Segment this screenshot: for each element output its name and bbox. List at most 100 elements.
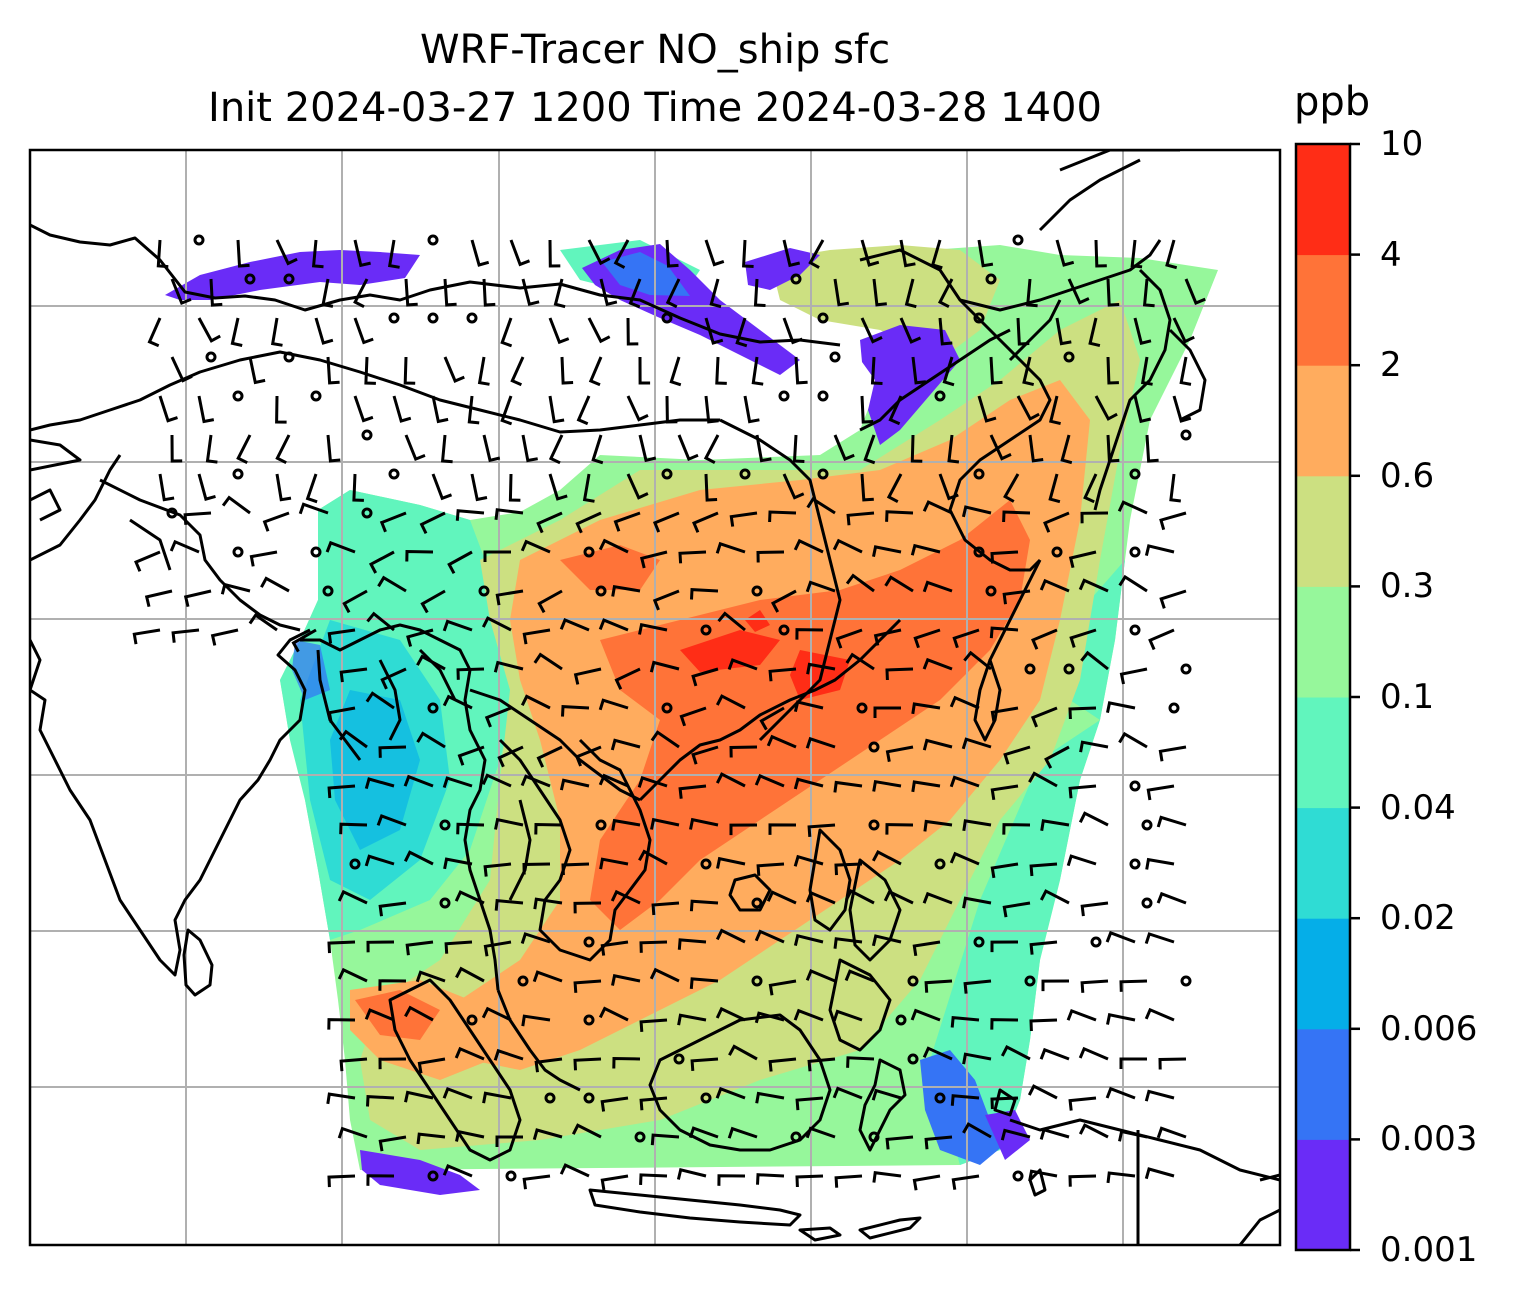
wind-barb xyxy=(1146,784,1175,801)
wind-barb xyxy=(183,589,212,608)
wind-barb xyxy=(729,511,758,527)
wind-barb xyxy=(1106,1013,1136,1025)
wind-barb xyxy=(651,901,680,916)
calm-wind-marker xyxy=(466,312,478,324)
wind-barb xyxy=(573,979,602,993)
wind-barb xyxy=(805,736,836,749)
wind-barb xyxy=(327,1018,356,1030)
wind-barb xyxy=(910,434,923,463)
wind-barb xyxy=(1156,1126,1187,1139)
wind-barb xyxy=(1156,815,1187,828)
calm-wind-marker xyxy=(907,1053,919,1065)
wind-barb xyxy=(404,278,418,307)
wind-barb xyxy=(704,239,725,267)
wind-barb xyxy=(665,278,681,309)
wind-barb xyxy=(339,822,368,835)
calm-wind-marker xyxy=(1024,663,1036,675)
wind-barb xyxy=(209,278,223,307)
wind-barb xyxy=(754,929,785,944)
calm-wind-marker xyxy=(1129,468,1141,480)
calm-wind-marker xyxy=(310,546,322,558)
calm-wind-marker xyxy=(166,507,178,519)
wind-barb xyxy=(510,356,525,387)
wind-barb xyxy=(366,611,395,632)
calm-wind-marker xyxy=(790,1131,802,1143)
wind-barb xyxy=(990,784,1019,801)
wind-barb xyxy=(405,549,434,562)
wind-barb xyxy=(793,854,824,867)
wind-barb xyxy=(220,582,251,595)
wind-barb xyxy=(613,239,630,269)
wind-barb xyxy=(884,575,914,593)
wind-barb xyxy=(338,729,368,749)
wind-barb xyxy=(353,239,371,268)
wind-barb xyxy=(1028,1169,1058,1182)
wind-barb xyxy=(1144,932,1175,945)
wind-barb xyxy=(454,890,485,905)
wind-barb xyxy=(443,278,457,307)
wind-barb xyxy=(766,890,797,905)
wind-barb xyxy=(431,473,453,501)
wind-barb xyxy=(989,434,1012,461)
wind-barb xyxy=(689,817,719,830)
calm-wind-marker xyxy=(244,273,256,285)
wind-barb xyxy=(899,239,916,268)
wind-barb xyxy=(442,619,473,632)
calm-wind-marker xyxy=(478,585,490,597)
calm-wind-marker xyxy=(934,858,946,870)
wind-barb xyxy=(416,731,446,749)
wind-barb xyxy=(844,969,875,983)
wind-barb xyxy=(795,1174,824,1188)
wind-barb xyxy=(1030,706,1058,728)
wind-barb xyxy=(626,317,639,346)
wind-barb xyxy=(1027,1084,1058,1100)
wind-barb xyxy=(366,1174,395,1186)
wind-barb xyxy=(275,434,291,465)
wind-barb xyxy=(904,278,917,309)
wind-barb xyxy=(1119,1057,1147,1069)
wind-barb xyxy=(833,278,850,307)
wind-barb xyxy=(846,1056,875,1068)
wind-barb xyxy=(1159,511,1187,531)
wind-barb xyxy=(598,538,629,554)
wind-barb xyxy=(989,356,1003,385)
wind-barb xyxy=(990,1096,1019,1110)
calm-wind-marker xyxy=(1141,819,1153,831)
wind-barb xyxy=(561,862,590,876)
wind-barb xyxy=(403,850,434,866)
calm-wind-marker xyxy=(388,312,400,324)
wind-barb xyxy=(582,473,595,503)
wind-barb xyxy=(768,1057,797,1072)
wind-barb xyxy=(134,550,161,572)
calm-wind-marker xyxy=(817,468,829,480)
wind-barb xyxy=(1003,473,1020,503)
wind-barb xyxy=(990,706,1019,723)
wind-barb xyxy=(715,772,746,788)
wind-barb xyxy=(872,278,887,307)
calm-wind-marker xyxy=(778,624,790,636)
wind-barb xyxy=(573,901,602,914)
wind-barb xyxy=(1080,650,1109,671)
wind-barb xyxy=(806,497,836,515)
calm-wind-marker xyxy=(934,1092,946,1104)
wind-barb xyxy=(963,979,992,994)
wind-barb xyxy=(912,940,941,957)
wind-barb xyxy=(1133,395,1152,424)
wind-barb xyxy=(415,970,446,983)
wind-barb xyxy=(534,1057,563,1073)
wind-barb xyxy=(715,1006,746,1022)
map-plot-area xyxy=(30,150,1280,1245)
calm-wind-marker xyxy=(283,273,295,285)
wind-barb xyxy=(770,589,797,613)
wind-barb xyxy=(1068,706,1097,720)
wind-barb xyxy=(1029,1018,1058,1032)
wind-barb xyxy=(337,1126,368,1139)
calm-wind-marker xyxy=(973,546,985,558)
wind-barb xyxy=(704,317,724,345)
wind-barb xyxy=(147,317,162,348)
wind-barb xyxy=(440,434,453,464)
wind-barb xyxy=(947,434,960,464)
colorbar-segment xyxy=(1296,365,1350,477)
wind-barb xyxy=(442,1164,473,1178)
wind-barb xyxy=(952,628,980,649)
